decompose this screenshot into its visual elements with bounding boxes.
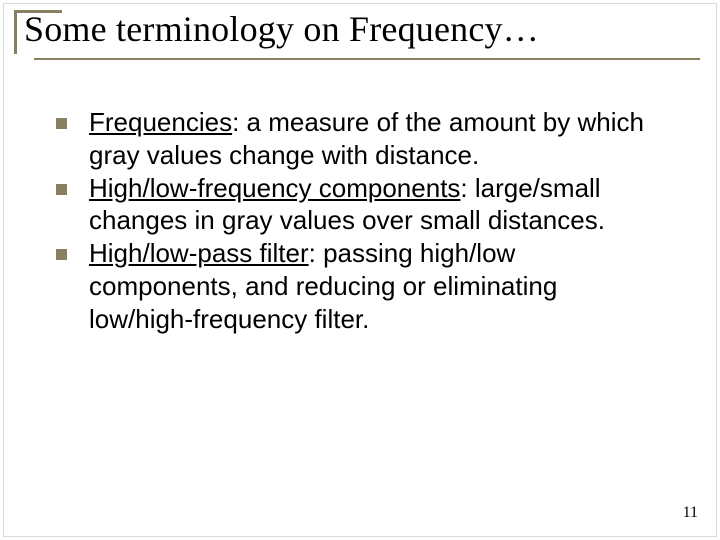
page-number: 11 — [683, 504, 698, 522]
title-container: Some terminology on Frequency… — [0, 0, 720, 60]
slide-title: Some terminology on Frequency… — [16, 8, 720, 50]
title-underline — [34, 58, 700, 60]
title-accent-corner — [14, 10, 62, 54]
slide-frame — [4, 4, 716, 536]
